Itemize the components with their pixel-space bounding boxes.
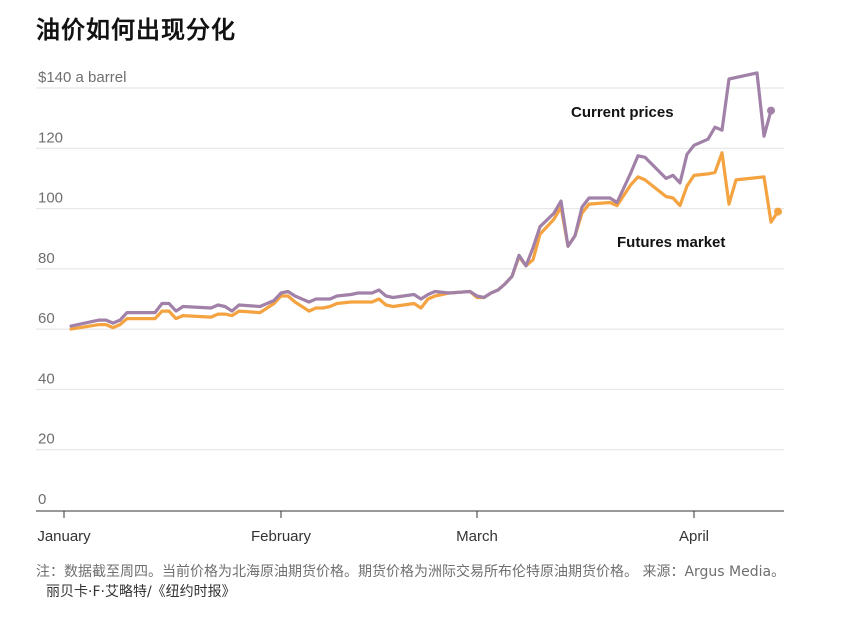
y-tick-label: 60 (38, 310, 55, 327)
x-tick-label: February (251, 528, 312, 545)
credit-line: 丽贝卡·F·艾略特/《纽约时报》 (46, 584, 236, 600)
series-label-futures-market: Futures market (617, 234, 725, 251)
y-tick-label: 40 (38, 370, 55, 387)
series-line-futures-market (69, 151, 780, 331)
x-tick-label: January (37, 528, 91, 545)
y-tick-label: $140 a barrel (38, 69, 126, 86)
series-label-current-prices: Current prices (571, 104, 674, 121)
series-end-point-futures-market (774, 207, 782, 216)
x-axis: January February March April (36, 510, 784, 545)
footnote: 注：数据截至周四。当前价格为北海原油期货价格。期货价格为洲际交易所布伦特原油期货… (36, 562, 796, 602)
y-tick-label: 100 (38, 190, 63, 207)
series-end-point-current-prices (767, 106, 775, 115)
y-tick-labels: $140 a barrel 120 100 80 60 40 20 0 (38, 69, 126, 508)
line-chart: $140 a barrel 120 100 80 60 40 20 0 January Febr… (36, 69, 784, 545)
y-tick-label: 120 (38, 129, 63, 146)
series-lines (69, 71, 782, 331)
series-line-current-prices (69, 71, 773, 328)
x-tick-label: April (679, 528, 709, 545)
x-tick-label: March (456, 528, 498, 545)
footnote-text: 注：数据截至周四。当前价格为北海原油期货价格。期货价格为洲际交易所布伦特原油期货… (36, 564, 786, 580)
y-tick-label: 20 (38, 431, 55, 448)
chart-title: 油价如何出现分化 (36, 15, 236, 44)
y-tick-label: 80 (38, 250, 55, 267)
grid-lines (36, 87, 784, 451)
y-tick-label: 0 (38, 491, 46, 508)
